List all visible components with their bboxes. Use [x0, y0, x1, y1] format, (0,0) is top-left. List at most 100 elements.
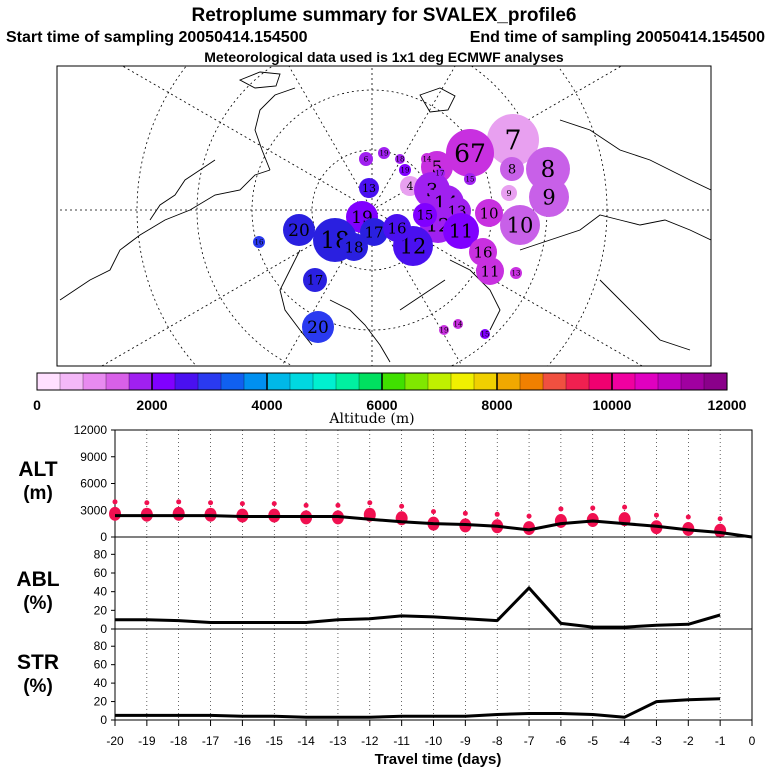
- x-tick-label: -8: [492, 734, 503, 748]
- colorbar-swatch: [266, 372, 291, 391]
- str-unit-label: (%): [23, 676, 53, 697]
- trajectory-marker-label: 18: [344, 238, 363, 256]
- trajectory-marker-label: 20: [307, 318, 329, 338]
- series-line: [115, 586, 721, 629]
- y-tick-label: 80: [94, 547, 108, 561]
- str-label: STR: [17, 651, 59, 674]
- x-tick-label: -2: [683, 734, 694, 748]
- trajectory-marker: [253, 236, 265, 248]
- trajectory-marker-label: 67: [454, 139, 486, 168]
- x-tick-label: -17: [202, 734, 220, 748]
- trajectory-marker-label: 15: [466, 175, 475, 183]
- colorbar-swatch: [588, 372, 613, 391]
- colorbar-swatch: [450, 372, 475, 391]
- x-axis-label: Travel time (days): [375, 751, 502, 768]
- trajectory-marker-label: 8: [541, 157, 556, 183]
- altitude-marker-top: [271, 501, 277, 507]
- colorbar-label: Altitude (m): [328, 411, 414, 427]
- trajectory-marker: [501, 185, 517, 201]
- trajectory-marker-label: 14: [454, 320, 463, 328]
- trajectory-marker: [446, 129, 494, 177]
- trajectory-marker: [453, 319, 463, 329]
- trajectory-marker-label: 20: [288, 221, 310, 241]
- y-tick-label: 3000: [80, 503, 107, 517]
- trajectory-marker: [500, 205, 540, 245]
- trajectory-marker-label: 15: [417, 209, 434, 224]
- y-tick-label: 20: [94, 603, 108, 617]
- series-line: [115, 697, 721, 719]
- trajectory-marker-label: 10: [507, 213, 534, 237]
- altitude-colorbar: [36, 372, 728, 391]
- colorbar-swatch: [611, 372, 636, 391]
- trajectory-marker: [303, 268, 327, 292]
- altitude-marker-top: [112, 499, 118, 505]
- altitude-marker: [523, 521, 536, 536]
- colorbar-swatch: [174, 372, 199, 391]
- trajectory-marker: [500, 157, 524, 181]
- trajectory-marker: [529, 177, 569, 217]
- x-tick-label: -19: [138, 734, 156, 748]
- y-tick-label: 12000: [74, 423, 108, 437]
- trajectory-marker: [283, 214, 315, 246]
- trajectory-marker-label: 17: [364, 223, 383, 241]
- altitude-marker-top: [717, 516, 723, 522]
- trajectory-marker-label: 11: [480, 262, 499, 280]
- y-tick-label: 9000: [80, 450, 107, 464]
- colorbar-tick-label: 4000: [251, 397, 282, 413]
- coastline: [599, 279, 691, 351]
- trajectory-marker: [443, 213, 479, 249]
- panel-frame: [114, 536, 753, 630]
- panel-frame: [114, 628, 753, 721]
- coastline: [279, 249, 313, 346]
- chart-title: Retroplume summary for SVALEX_profile6: [191, 5, 576, 26]
- x-tick-label: -10: [425, 734, 443, 748]
- map-markers: 7675889910104314131212111116131319201817…: [253, 114, 570, 343]
- meridian-line: [101, 209, 373, 366]
- trajectory-marker-label: 18: [396, 155, 405, 163]
- colorbar-swatch: [358, 372, 383, 391]
- abl-label: ABL: [16, 568, 59, 591]
- y-tick-label: 60: [94, 658, 108, 672]
- coastline: [149, 159, 216, 221]
- trajectory-marker: [378, 147, 390, 159]
- trajectory-marker: [475, 199, 503, 227]
- trajectory-marker: [480, 329, 490, 339]
- colorbar-swatch: [519, 372, 544, 391]
- coastline: [329, 299, 391, 363]
- coastline: [559, 119, 711, 191]
- x-tick-label: -12: [361, 734, 379, 748]
- trajectory-marker-label: 13: [362, 182, 376, 195]
- colorbar-swatch: [657, 372, 682, 391]
- colorbar-tick-label: 2000: [136, 397, 167, 413]
- altitude-marker-top: [685, 514, 691, 520]
- altitude-marker: [172, 506, 185, 521]
- trajectory-marker-label: 7: [504, 125, 521, 156]
- trajectory-marker-label: 16: [387, 219, 406, 237]
- trajectory-marker-label: 8: [508, 163, 516, 178]
- coastline: [449, 259, 501, 331]
- colorbar-swatch: [634, 372, 659, 391]
- trajectory-marker-label: 15: [481, 330, 490, 338]
- trajectory-marker: [360, 218, 388, 246]
- colorbar-tick-label: 10000: [593, 397, 632, 413]
- x-tick-label: 0: [749, 734, 756, 748]
- colorbar-swatch: [703, 372, 728, 391]
- altitude-marker-top: [399, 503, 405, 509]
- colorbar-swatch: [151, 372, 176, 391]
- y-tick-label: 0: [100, 530, 107, 544]
- trajectory-marker-label: 16: [473, 243, 492, 261]
- abl-unit-label: (%): [23, 593, 53, 614]
- trajectory-marker-label: 17: [307, 274, 324, 289]
- y-tick-label: 40: [94, 676, 108, 690]
- y-tick-label: 20: [94, 695, 108, 709]
- altitude-marker-top: [462, 510, 468, 516]
- altitude-marker-top: [622, 504, 628, 510]
- trajectory-marker-label: 17: [436, 169, 445, 177]
- alt-label: ALT: [18, 458, 57, 481]
- y-tick-label: 0: [100, 622, 107, 636]
- x-tick-label: -14: [297, 734, 315, 748]
- trajectory-marker-label: 4: [407, 180, 414, 193]
- meridian-line: [371, 66, 456, 211]
